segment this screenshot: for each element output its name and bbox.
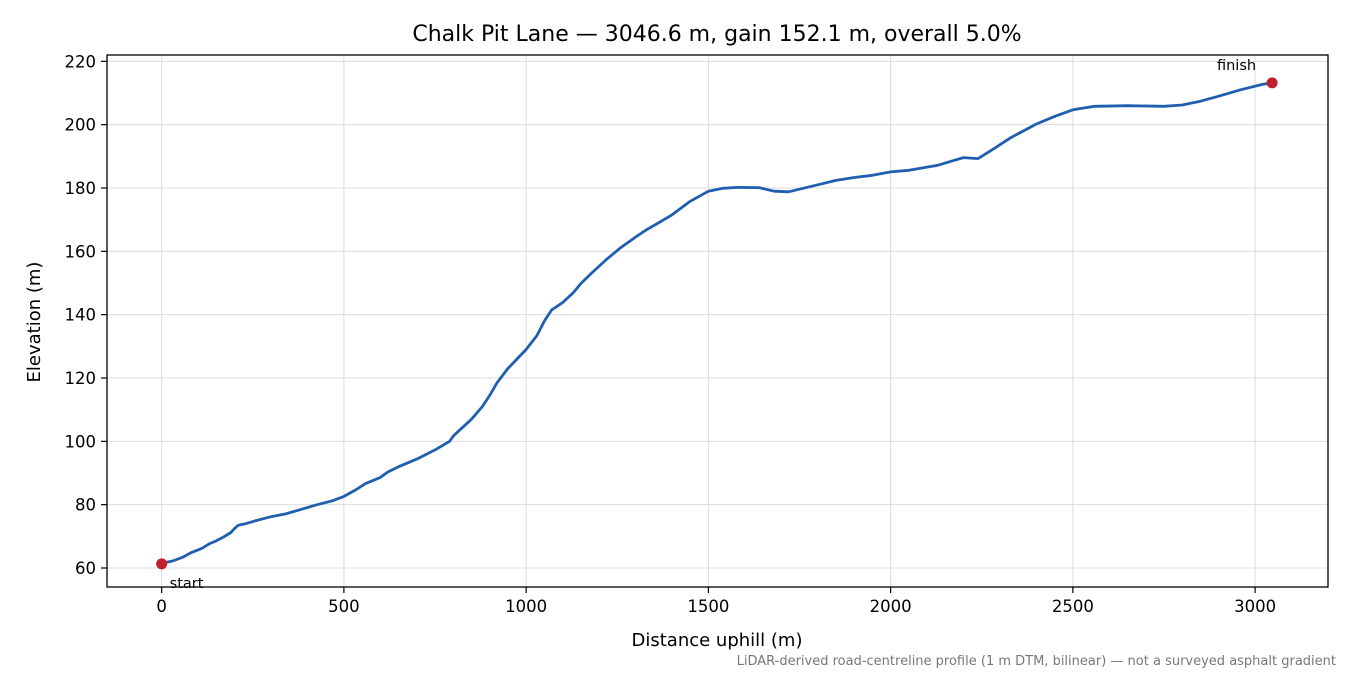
x-tick-label: 1500 xyxy=(687,597,729,616)
y-tick-label: 180 xyxy=(65,179,97,198)
y-axis-label: Elevation (m) xyxy=(24,262,45,383)
finish-label: finish xyxy=(1217,58,1256,74)
y-tick-label: 120 xyxy=(65,369,97,388)
x-tick-label: 0 xyxy=(156,597,167,616)
y-tick-label: 200 xyxy=(65,116,97,135)
series-layer xyxy=(160,81,1274,565)
start-marker xyxy=(156,558,168,570)
tick-layer: 0 500 1000 1500 2000 2500 3000 60 80 100 120 140 160… xyxy=(65,52,1277,616)
x-tick-label: 2500 xyxy=(1052,597,1094,616)
y-tick-label: 100 xyxy=(65,432,97,451)
y-tick-label: 140 xyxy=(65,306,97,325)
x-tick-label: 1000 xyxy=(505,597,547,616)
x-axis-label: Distance uphill (m) xyxy=(632,630,803,651)
x-tick-label: 3000 xyxy=(1234,597,1276,616)
x-tick-label: 2000 xyxy=(870,597,912,616)
elevation-line xyxy=(160,81,1274,565)
start-label: start xyxy=(170,576,204,592)
plot-frame xyxy=(106,54,1329,588)
y-tick-label: 160 xyxy=(65,242,97,261)
marker-layer: start finish xyxy=(156,58,1278,592)
finish-marker xyxy=(1266,77,1278,89)
y-tick-label: 60 xyxy=(75,559,96,578)
y-tick-label: 220 xyxy=(65,52,97,71)
footnote: LiDAR-derived road-centreline profile (1… xyxy=(737,654,1336,669)
x-tick-label: 500 xyxy=(328,597,360,616)
y-tick-label: 80 xyxy=(75,496,96,515)
chart-title: Chalk Pit Lane — 3046.6 m, gain 152.1 m,… xyxy=(412,22,1021,47)
